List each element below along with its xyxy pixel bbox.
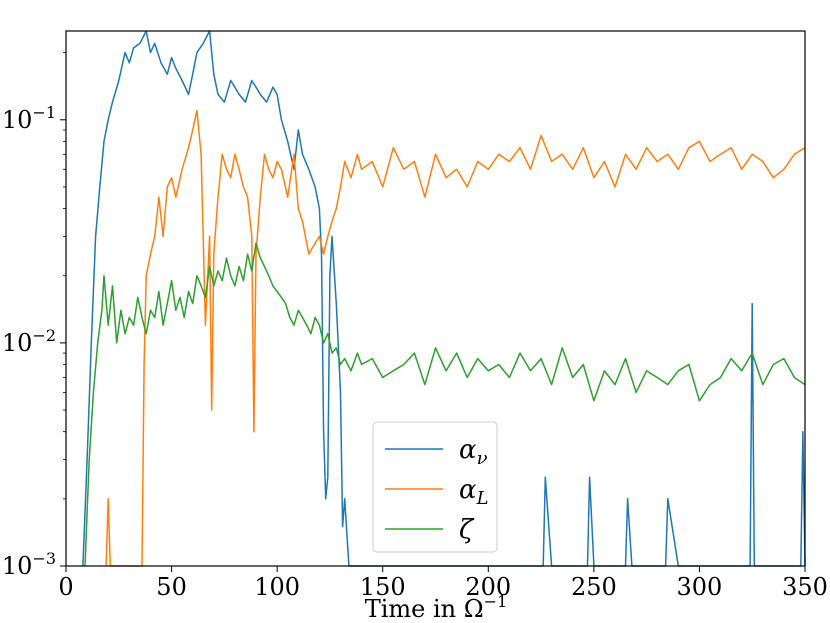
y-tick-label-1: 10−2 (2, 326, 56, 357)
legend-label-0: αν (459, 435, 488, 469)
x-tick-label-2: 100 (254, 573, 300, 601)
x-tick-label-0: 0 (58, 573, 73, 601)
x-axis-title: Time in Ω−1 (365, 592, 508, 623)
y-tick-label-0: 10−3 (2, 549, 56, 580)
x-tick-label-7: 350 (782, 573, 828, 601)
legend-label-1: αL (459, 475, 489, 509)
x-axis-title-text: Time in Ω (365, 595, 484, 623)
x-tick-label-5: 250 (571, 573, 617, 601)
x-tick-label-1: 50 (156, 573, 187, 601)
x-tick-label-6: 300 (677, 573, 723, 601)
legend: αν αL ζ (372, 421, 498, 553)
plot-frame (65, 30, 806, 567)
series-line-2 (84, 242, 806, 567)
x-tick-label-3: 150 (360, 573, 406, 601)
series-line-1 (105, 109, 806, 567)
legend-box (372, 421, 498, 553)
legend-label-2: ζ (459, 515, 475, 545)
y-tick-label-2: 10−1 (2, 103, 56, 134)
x-axis-title-exponent: −1 (484, 592, 508, 611)
x-tick-label-4: 200 (465, 573, 511, 601)
ticks-layer: 0 50 100 150 200 250 300 350 10−3 10−2 10−1 (2, 52, 828, 601)
